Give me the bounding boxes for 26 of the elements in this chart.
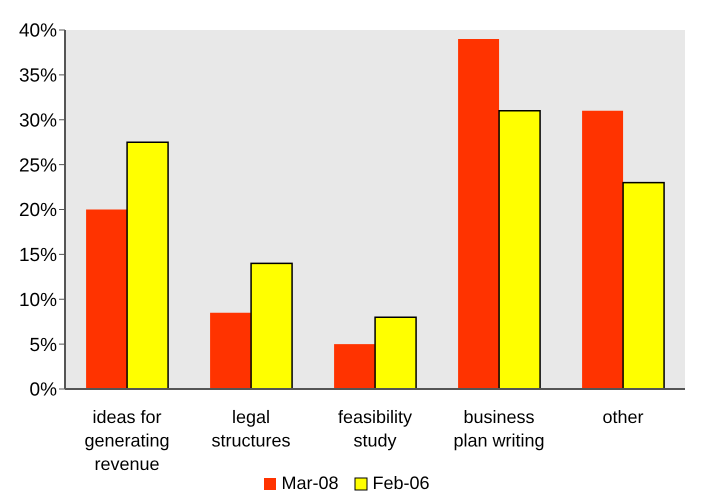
x-tick-label: legal structures (211, 407, 291, 451)
y-tick-label: 40% (18, 20, 58, 42)
y-tick-label: 25% (18, 155, 58, 176)
bar (126, 141, 169, 389)
bar (458, 38, 500, 389)
y-tick-label: 10% (18, 290, 58, 311)
legend-label: Feb-06 (372, 473, 430, 494)
x-tick-label: ideas for generating revenue (84, 407, 170, 474)
x-tick-label: feasibility study (338, 407, 412, 451)
y-tick-label: 0% (30, 380, 58, 401)
y-tick-label: 35% (18, 66, 58, 87)
x-tick-label: business plan writing (453, 407, 545, 451)
bar (374, 316, 417, 389)
bar (250, 262, 293, 389)
bar (582, 110, 624, 389)
bar (622, 182, 665, 389)
y-tick-label: 15% (18, 245, 58, 266)
bar (210, 312, 252, 389)
bar (498, 110, 541, 389)
bar (334, 344, 376, 389)
y-tick-label: 20% (18, 200, 58, 222)
y-tick-label: 5% (30, 334, 58, 356)
y-tick-label: 30% (18, 110, 58, 132)
x-tick-label: other (602, 407, 644, 428)
legend-label: Mar-08 (281, 473, 338, 494)
bar (86, 210, 128, 389)
